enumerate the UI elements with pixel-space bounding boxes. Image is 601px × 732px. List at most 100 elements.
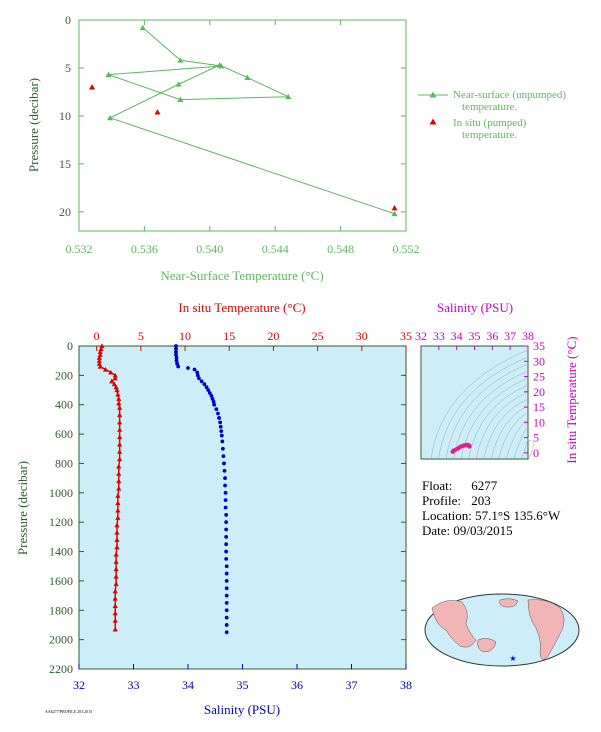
profile-temperature-axis-label: In situ Temperature (°C) <box>178 300 305 315</box>
temperature-profile-point <box>96 358 102 363</box>
unpumped-temperature-point <box>285 93 292 100</box>
ts-density-contour <box>520 433 529 460</box>
profile-plot-frame <box>78 345 407 670</box>
salinity-profile-point <box>224 615 229 620</box>
salinity-profile-point <box>216 411 220 416</box>
temperature-profile-point <box>96 355 102 360</box>
profile-y-tick-label: 1800 <box>49 603 73 617</box>
profile-row: Profile: 203 <box>422 493 560 508</box>
temperature-profile-point <box>115 515 121 520</box>
temperature-profile-point <box>117 405 123 410</box>
salinity-profile-point <box>212 402 217 407</box>
ts-density-contour <box>483 398 529 460</box>
temperature-profile-point <box>113 551 119 557</box>
salinity-profile-point <box>174 355 179 360</box>
location-row: Location: 57.1°S 135.6°W <box>422 508 560 523</box>
profile-y-tick-label: 400 <box>55 398 73 412</box>
ts-density-contour <box>475 391 529 460</box>
temperature-profile-point <box>114 537 120 542</box>
map-land-northern <box>499 598 519 608</box>
near-surface-legend: Near-surface (unpumped) temperature. In … <box>418 89 566 141</box>
ts-density-contour <box>430 349 529 460</box>
profile-temperature-tick-label: 0 <box>94 329 100 343</box>
temperature-profile-point <box>112 610 118 616</box>
ts-temperature-axis-label: In situ Temperature (°C) <box>564 336 579 463</box>
ts-temperature-tick-label: 30 <box>533 354 545 368</box>
salinity-profile-point <box>214 407 219 412</box>
ts-temperature-tick-label: 5 <box>533 431 539 445</box>
ts-salinity-tick-label: 37 <box>504 329 516 343</box>
map-land-asia-africa <box>431 600 477 648</box>
profile-chart: 0 5 10 15 20 25 30 35 32 33 34 35 36 37 38 0 200 400 600… <box>15 300 412 717</box>
float-row: Float: 6277 <box>422 478 560 493</box>
temperature-profile-point <box>108 369 114 375</box>
ts-density-contour <box>445 363 529 460</box>
salinity-profile-point <box>202 382 207 387</box>
ts-density-contour <box>468 384 529 460</box>
near-surface-plot-frame <box>78 19 407 232</box>
salinity-profile-point <box>218 424 223 429</box>
near-surface-y-tick-label: 15 <box>59 157 71 171</box>
date-row: Date: 09/03/2015 <box>422 523 560 538</box>
profile-temperature-tick-label: 10 <box>179 329 191 343</box>
salinity-profile-point <box>221 454 226 459</box>
profile-salinity-tick-label: 36 <box>291 678 303 692</box>
profile-label: Profile: <box>422 493 461 508</box>
unpumped-temperature-point <box>105 71 112 78</box>
float-label: Float: <box>422 478 453 493</box>
profile-y-tick-label: 1600 <box>49 574 73 588</box>
unpumped-temperature-point <box>107 114 114 121</box>
ts-salinity-axis-label: Salinity (PSU) <box>437 300 513 315</box>
salinity-profile-point <box>224 520 229 525</box>
temperature-profile-point <box>116 471 122 476</box>
salinity-profile-point <box>224 512 229 517</box>
profile-temperature-tick-label: 5 <box>138 329 144 343</box>
salinity-profile-point <box>175 361 180 366</box>
legend-entry-pumped-line1: In situ (pumped) <box>453 117 527 129</box>
salinity-profile-point <box>174 349 178 354</box>
temperature-profile-point <box>102 366 109 372</box>
salinity-profile-point <box>224 630 229 635</box>
temperature-profile-point <box>113 581 119 586</box>
legend-marker-unpumped <box>429 91 437 98</box>
salinity-profile-point <box>224 549 229 554</box>
near-surface-y-tick-label: 0 <box>65 13 71 27</box>
temperature-profile-point <box>114 387 120 393</box>
salinity-profile-point <box>211 399 216 404</box>
unpumped-temperature-point <box>175 81 182 87</box>
salinity-profile-point <box>223 476 227 481</box>
float-location-star-icon: ★ <box>509 654 516 663</box>
ts-salinity-tick-label: 34 <box>451 329 463 343</box>
salinity-profile-point <box>223 505 228 510</box>
ts-salinity-tick-label: 36 <box>486 329 498 343</box>
unpumped-temperature-point <box>177 57 184 63</box>
pumped-temperature-point <box>89 84 96 90</box>
profile-salinity-tick-label: 34 <box>182 678 194 692</box>
temperature-profile-point <box>113 559 119 564</box>
near-surface-x-tick-label: 0.532 <box>66 242 93 256</box>
temperature-profile-point <box>114 529 120 535</box>
salinity-profile-point <box>224 527 229 532</box>
profile-temperature-tick-label: 20 <box>267 329 279 343</box>
temperature-profile-point <box>99 343 105 349</box>
salinity-profile-point <box>224 608 229 613</box>
near-surface-x-tick-label: 0.552 <box>393 242 420 256</box>
temperature-profile-point <box>98 346 104 352</box>
salinity-profile-point <box>192 367 197 372</box>
temperature-profile-point <box>97 352 103 357</box>
temperature-profile-point <box>112 617 118 623</box>
temperature-profile-point <box>116 485 122 491</box>
pumped-temperature-point <box>391 204 398 211</box>
ts-temperature-tick-label: 20 <box>533 385 545 399</box>
ts-temperature-tick-label: 10 <box>533 415 545 429</box>
profile-salinity-tick-label: 33 <box>128 678 140 692</box>
salinity-profile-point <box>224 571 229 576</box>
temperature-profile-point <box>112 595 118 601</box>
near-surface-y-tick-label: 5 <box>65 61 71 75</box>
salinity-profile-point <box>224 564 229 569</box>
profile-y-tick-label: 1400 <box>49 545 73 559</box>
temperature-profile-point <box>115 500 121 506</box>
profile-temperature-tick-label: 35 <box>400 329 412 343</box>
